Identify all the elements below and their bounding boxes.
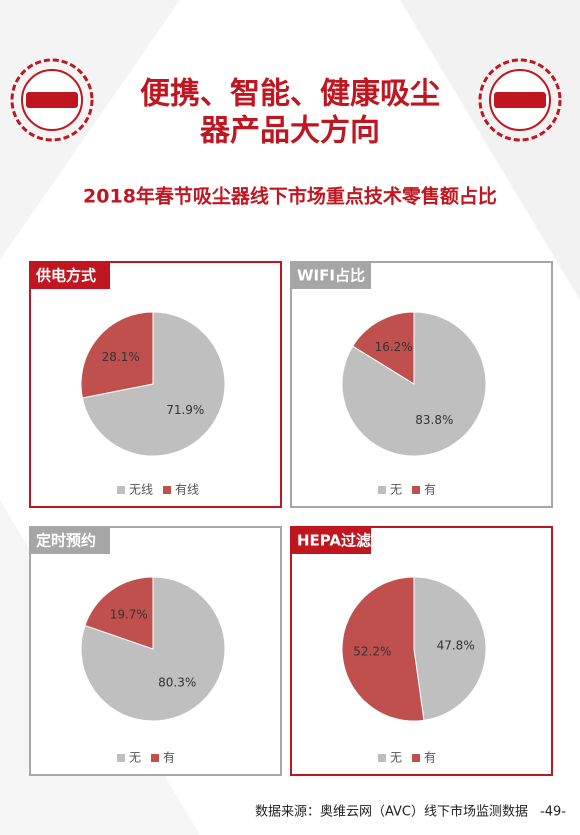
legend-label: 无 [390,483,402,497]
pie-slice [341,576,425,722]
panel-tab [30,527,110,554]
pie-slice [84,576,154,650]
legend-swatch [151,754,160,762]
legend-swatch [163,486,172,494]
stamp-band [26,92,78,108]
legend-label: 有 [163,751,175,765]
stamp-ring [478,58,562,142]
legend-swatch [412,754,421,762]
legend-swatch [412,486,421,494]
title-line: 器产品大方向 [199,114,380,149]
pie-slice [413,576,487,721]
stamp-left [10,58,94,142]
pie-slice [352,311,415,385]
stamp-ring [10,58,94,142]
value-label: 47.8% [437,639,475,653]
panel-tab [30,262,110,289]
value-label: 83.8% [415,413,453,427]
panel-title: 定时预约 [36,532,96,550]
legend-label: 无 [129,751,141,765]
legend-label: 无线 [129,483,153,497]
legend-label: 有线 [175,483,199,497]
panel-title: HEPA过滤 [297,532,371,550]
pie-slice [81,311,226,457]
legend-label: 有 [424,751,436,765]
value-label: 16.2% [375,340,413,354]
panel-title: 供电方式 [35,267,96,285]
bg-shape [0,0,180,260]
source-note: 数据来源：奥维云网（AVC）线下市场监测数据 [255,804,528,820]
value-label: 28.1% [102,350,140,364]
subtitle: 2018年春节吸尘器线下市场重点技术零售额占比 [83,185,497,208]
value-label: 71.9% [166,403,204,417]
legend-swatch [378,754,386,762]
legend-swatch [117,486,125,494]
stamp-band [494,92,546,108]
legend-label: 无 [390,751,402,765]
legend-swatch [378,486,386,494]
title-line: 便携、智能、健康吸尘 [140,77,440,112]
page-number: -49- [540,805,566,820]
legend-label: 有 [424,483,436,497]
value-label: 52.2% [353,644,391,658]
pie-slice [80,311,154,399]
value-label: 19.7% [110,607,148,621]
stamp-right [478,58,562,142]
panel-title: WIFI占比 [297,267,365,285]
value-label: 80.3% [158,676,196,690]
panel-tab [291,262,371,289]
legend-swatch [117,754,125,762]
panel-tab [291,527,371,554]
